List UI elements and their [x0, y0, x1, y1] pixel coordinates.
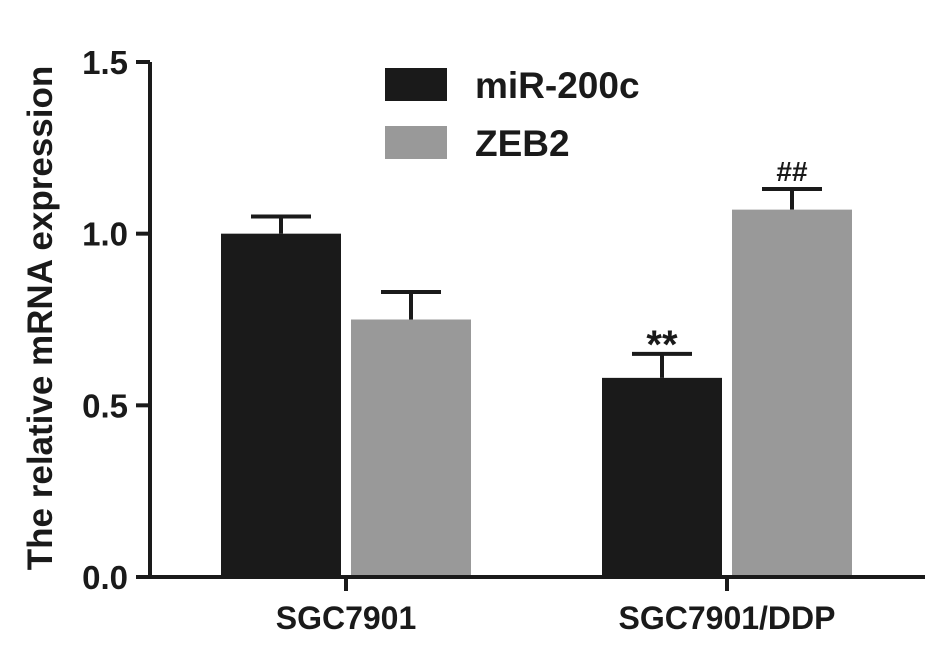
legend-swatch	[385, 126, 447, 159]
bar-mir-200c-sgc7901-ddp	[602, 377, 722, 577]
x-axis: SGC7901 SGC7901/DDP	[148, 575, 925, 636]
y-axis-label: The relative mRNA expression	[21, 66, 60, 570]
y-tick-label: 0.0	[82, 559, 128, 596]
y-tick-label: 0.5	[82, 387, 128, 424]
plot-area: ** ##	[221, 156, 852, 577]
legend-swatch	[385, 68, 447, 101]
x-tick-label: SGC7901	[276, 600, 417, 636]
bar-zeb2-sgc7901-ddp	[732, 209, 852, 577]
significance-label: **	[646, 323, 678, 367]
legend-label: ZEB2	[475, 123, 570, 164]
significance-label: ##	[776, 156, 808, 187]
y-tick-label: 1.0	[82, 216, 128, 253]
legend-label: miR-200c	[475, 65, 640, 106]
legend: miR-200c ZEB2	[385, 65, 640, 164]
y-tick-label: 1.5	[82, 44, 128, 81]
bar-mir-200c-sgc7901	[221, 233, 341, 577]
y-axis: 0.0 0.5 1.0 1.5	[82, 44, 152, 596]
bar-zeb2-sgc7901	[351, 319, 471, 577]
x-tick-label: SGC7901/DDP	[619, 600, 836, 636]
